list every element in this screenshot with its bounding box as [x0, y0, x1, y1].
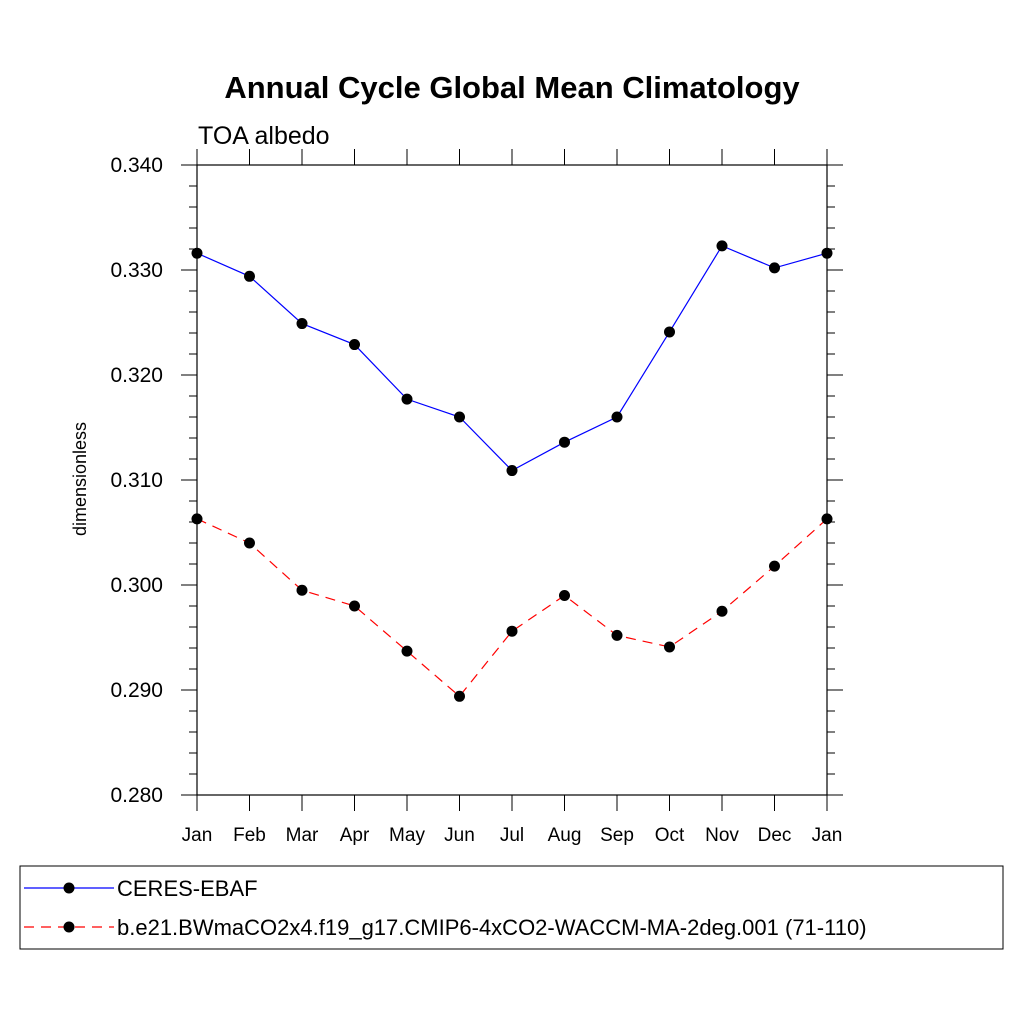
- x-tick-label: May: [389, 825, 425, 846]
- series-line-1: [196, 518, 828, 698]
- series-0-point: [559, 436, 570, 448]
- y-tick-label: 0.300: [110, 574, 163, 597]
- x-tick-label: Mar: [286, 825, 319, 846]
- series-0-point: [664, 326, 675, 338]
- series-1-point: [611, 629, 623, 641]
- x-tick-label: Jul: [500, 825, 524, 846]
- legend-box: [19, 865, 1004, 950]
- x-tick-labels: Jan Feb Mar Apr May Jun Jul Aug Sep Oct Nov Dec Jan: [182, 825, 843, 846]
- x-tick-label: Sep: [600, 825, 634, 846]
- legend-label-model: b.e21.BWmaCO2x4.f19_g17.CMIP6-4xCO2-WACC…: [117, 915, 867, 940]
- series-1-point: [296, 584, 308, 596]
- x-tick-label: Aug: [548, 825, 582, 846]
- legend: CERES-EBAF b.e21.BWmaCO2x4.f19_g17.CMIP6…: [19, 865, 1004, 950]
- y-tick-label: 0.320: [110, 364, 163, 387]
- series-0-point: [769, 262, 780, 274]
- series-1-point: [769, 560, 780, 572]
- series-1-point: [244, 537, 255, 549]
- y-axis-label: dimensionless: [70, 422, 90, 536]
- series-line-0: [196, 245, 828, 472]
- legend-marker-model: [63, 921, 75, 933]
- series-1-point: [454, 690, 465, 702]
- series-1-point: [506, 625, 518, 637]
- series-0-point: [611, 411, 623, 423]
- y-tick-label: 0.290: [110, 679, 163, 702]
- series-0-point: [401, 393, 413, 405]
- y-tick-label: 0.310: [110, 469, 163, 492]
- series-1-point: [716, 605, 728, 617]
- chart-subtitle: TOA albedo: [198, 122, 330, 150]
- series-0-point: [454, 411, 465, 423]
- legend-label-ceres: CERES-EBAF: [117, 876, 258, 901]
- series-0-point: [716, 240, 728, 252]
- series-0-point: [506, 465, 518, 477]
- x-tick-label: Oct: [655, 825, 685, 846]
- x-tick-label: Nov: [705, 825, 739, 846]
- x-tick-label: Apr: [340, 825, 370, 846]
- legend-marker-ceres: [63, 882, 75, 894]
- series-0-point: [244, 270, 255, 282]
- x-tick-label: Jun: [444, 825, 475, 846]
- series-1-point: [559, 590, 570, 601]
- chart-title: Annual Cycle Global Mean Climatology: [224, 70, 800, 105]
- series-points: [191, 240, 833, 702]
- axis-ticks: [181, 149, 843, 811]
- x-tick-label: Feb: [233, 825, 266, 846]
- series-1-point: [349, 600, 360, 612]
- y-tick-label: 0.280: [110, 784, 163, 807]
- x-tick-label: Jan: [182, 825, 213, 846]
- y-tick-label: 0.340: [110, 154, 163, 177]
- series-0-point: [296, 318, 308, 330]
- x-tick-label: Dec: [758, 825, 792, 846]
- plot-frame: [196, 164, 828, 796]
- series-1-point: [401, 645, 413, 657]
- series-0-point: [349, 339, 360, 351]
- y-tick-label: 0.330: [110, 259, 163, 282]
- y-tick-labels: 0.280 0.290 0.300 0.310 0.320 0.330 0.340: [110, 154, 163, 807]
- series-1-point: [664, 641, 675, 653]
- x-tick-label: Jan: [812, 825, 843, 846]
